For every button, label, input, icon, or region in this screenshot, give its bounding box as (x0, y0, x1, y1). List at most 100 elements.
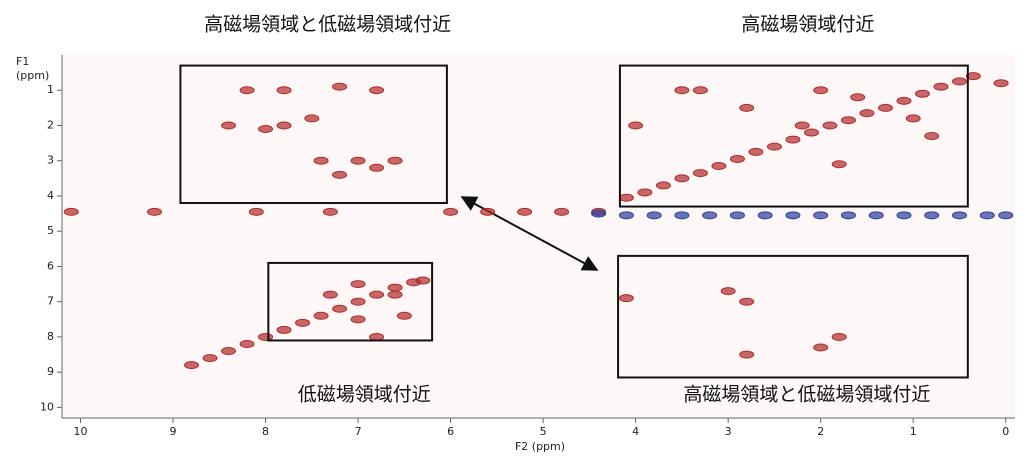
x-tick-label: 9 (170, 425, 177, 438)
peak (925, 133, 939, 140)
region-label: 低磁場領域付近 (298, 384, 431, 406)
peak (351, 157, 365, 164)
peak (481, 208, 495, 215)
peak (647, 212, 661, 219)
peak (675, 175, 689, 182)
peak (444, 208, 458, 215)
y-tick-label: 8 (47, 330, 54, 343)
peak (296, 319, 310, 326)
peak (675, 87, 689, 94)
peak (934, 83, 948, 90)
y-tick-label: 5 (47, 224, 54, 237)
peak (629, 122, 643, 129)
peak (980, 212, 994, 219)
peak (786, 136, 800, 143)
y-tick-label: 2 (47, 118, 54, 131)
region-label: 高磁場領域と低磁場領域付近 (204, 14, 451, 36)
peak (203, 355, 217, 362)
peak (786, 212, 800, 219)
x-tick-label: 4 (632, 425, 639, 438)
peak (795, 122, 809, 129)
peak (323, 291, 337, 298)
peak (814, 87, 828, 94)
peak (370, 333, 384, 340)
peak (314, 157, 328, 164)
y-tick-label: 3 (47, 154, 54, 167)
peak (860, 110, 874, 117)
peak (740, 298, 754, 305)
peak (240, 87, 254, 94)
peak (518, 208, 532, 215)
peak (222, 348, 236, 355)
peak (721, 288, 735, 295)
peak (693, 87, 707, 94)
peak (638, 189, 652, 196)
peak (351, 281, 365, 288)
y-axis-label: F1 (16, 55, 29, 68)
x-tick-label: 10 (74, 425, 88, 438)
peak (305, 115, 319, 122)
peak (64, 208, 78, 215)
peak (693, 170, 707, 177)
peak (897, 97, 911, 104)
peak (277, 87, 291, 94)
peak (333, 171, 347, 178)
peak (730, 212, 744, 219)
peak (925, 212, 939, 219)
peak (416, 277, 430, 284)
peak (730, 155, 744, 162)
peak (351, 316, 365, 323)
peak (897, 212, 911, 219)
peak (703, 212, 717, 219)
peak (277, 326, 291, 333)
peak (999, 212, 1013, 219)
peak (915, 90, 929, 97)
peak (333, 305, 347, 312)
x-tick-label: 8 (262, 425, 269, 438)
y-tick-label: 9 (47, 365, 54, 378)
peak (619, 295, 633, 302)
peak (878, 104, 892, 111)
region-label: 高磁場領域付近 (741, 14, 874, 36)
peak (841, 117, 855, 124)
x-tick-label: 1 (910, 425, 917, 438)
y-axis-label: (ppm) (16, 69, 49, 82)
y-tick-label: 6 (47, 259, 54, 272)
peak (740, 351, 754, 358)
peak (222, 122, 236, 129)
peak (804, 129, 818, 136)
peak (388, 157, 402, 164)
peak (832, 161, 846, 168)
peak (397, 312, 411, 319)
peak (592, 210, 606, 217)
region-label: 高磁場領域と低磁場領域付近 (683, 384, 930, 406)
peak (656, 182, 670, 189)
x-tick-label: 5 (540, 425, 547, 438)
peak (767, 143, 781, 150)
peak (148, 208, 162, 215)
peak (619, 194, 633, 201)
x-tick-label: 0 (1002, 425, 1009, 438)
peak (952, 78, 966, 85)
peak (555, 208, 569, 215)
peak (185, 362, 199, 369)
x-tick-label: 3 (725, 425, 732, 438)
peak (823, 122, 837, 129)
peak (994, 80, 1008, 87)
peak (277, 122, 291, 129)
peak (388, 284, 402, 291)
x-tick-label: 6 (447, 425, 454, 438)
peak (869, 212, 883, 219)
peak (351, 298, 365, 305)
peak (952, 212, 966, 219)
peak (712, 163, 726, 170)
plot-area (62, 55, 1015, 418)
peak (851, 94, 865, 101)
peak (259, 333, 273, 340)
peak (370, 291, 384, 298)
y-tick-label: 7 (47, 295, 54, 308)
peak (323, 208, 337, 215)
peak (259, 126, 273, 133)
x-axis-label: F2 (ppm) (515, 440, 565, 453)
peak (314, 312, 328, 319)
